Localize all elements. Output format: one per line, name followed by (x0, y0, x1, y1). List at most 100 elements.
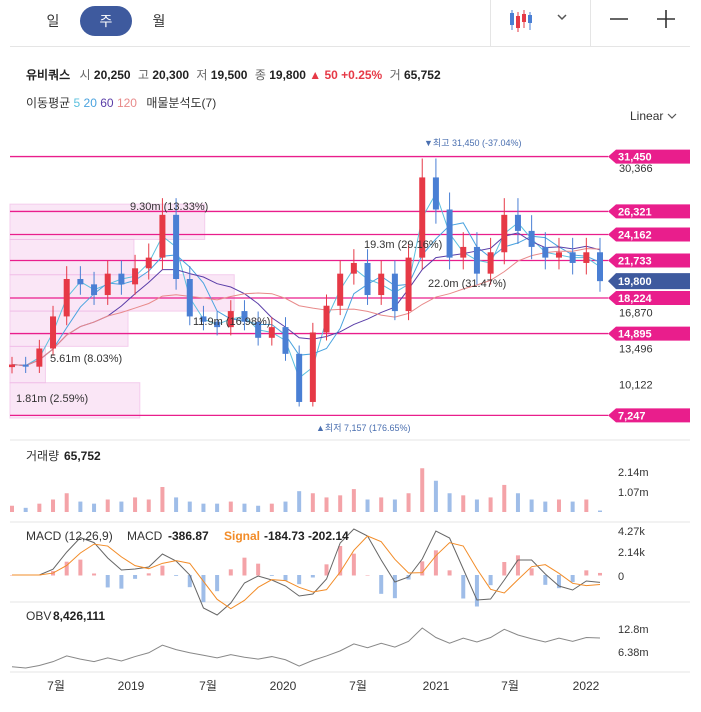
macd-histogram-bar (187, 575, 192, 588)
macd-histogram-bar (324, 564, 329, 576)
candle-body (419, 177, 426, 258)
price-tag (608, 253, 690, 268)
macd-histogram-bar (256, 563, 261, 576)
volume-bar (324, 497, 329, 512)
macd-histogram-bar (338, 546, 343, 576)
macd-histogram-bar (351, 553, 356, 576)
volume-bar (392, 499, 397, 512)
volume-bar (269, 503, 274, 512)
volume-profile-label: 5.61m (8.03%) (50, 353, 122, 365)
volume-bar (310, 493, 315, 512)
volume-bar (297, 491, 302, 512)
x-tick-label: 7월 (199, 679, 217, 693)
zoom-in-button[interactable] (648, 0, 688, 46)
volume-bar (51, 499, 56, 512)
volume-bar (433, 480, 438, 512)
macd-histogram-bar (174, 575, 179, 576)
macd-value: -386.87 (168, 529, 209, 543)
candle-body (173, 214, 180, 279)
volume-bar (10, 505, 14, 512)
x-tick-label: 2019 (118, 679, 145, 693)
volume-bar (215, 503, 220, 512)
low-marker: ▲최저 7,157 (176.65%) (316, 423, 411, 433)
price-tag-label: 31,450 (618, 152, 652, 164)
scale-label: Linear (630, 109, 664, 123)
signal-line (12, 535, 601, 610)
candle-body (104, 273, 111, 296)
macd-histogram-bar (379, 575, 384, 594)
price-tag-label: 14,895 (618, 329, 652, 341)
macd-name-label: MACD (127, 529, 163, 543)
volume-bar (584, 499, 589, 512)
x-tick-label: 7월 (47, 679, 65, 693)
candle-body (446, 209, 453, 258)
candle-body (63, 279, 70, 317)
volume-bar (119, 501, 124, 512)
price-tag (608, 408, 690, 423)
candle-body (378, 273, 385, 296)
ma-label[interactable]: 이동평균 (26, 96, 71, 110)
volume-profile-bar (9, 203, 206, 240)
candle-body (186, 279, 193, 317)
price-tag-label: 26,321 (618, 206, 652, 218)
ma120-label: 120 (116, 96, 137, 110)
change-value: ▲ 50 (309, 68, 338, 82)
candle-body (50, 316, 57, 349)
volume-bar (242, 503, 247, 512)
volume-bar (201, 503, 206, 512)
candle-body (501, 214, 508, 253)
tab-monthly[interactable]: 월 (152, 13, 166, 29)
y-tick-label: 30,366 (619, 163, 653, 175)
x-tick-label: 7월 (349, 679, 367, 693)
candle-body (597, 252, 603, 282)
candlestick-icon (510, 10, 567, 32)
candle-body (77, 279, 84, 285)
candle-body (214, 321, 221, 328)
open-label: 시 (79, 68, 91, 82)
volume-bar (379, 497, 384, 512)
volume-profile-label[interactable]: 매물분석도(7) (146, 96, 217, 110)
macd-histogram-bar (228, 569, 233, 576)
volume-tick: 2.14m (618, 467, 649, 479)
macd-histogram-bar (242, 557, 247, 576)
macd-line (12, 528, 601, 616)
candle-body (528, 230, 535, 247)
candle-body (227, 311, 234, 328)
y-tick-label: 10,122 (619, 380, 653, 392)
tab-weekly[interactable]: 주 (80, 6, 132, 36)
x-tick-label: 2021 (423, 679, 450, 693)
volume-bar (338, 495, 343, 512)
macd-histogram-bar (283, 575, 288, 581)
chevron-down-icon (557, 14, 567, 21)
volume-profile-bar (9, 238, 135, 276)
macd-histogram-bar (529, 568, 534, 576)
tab-daily[interactable]: 일 (46, 13, 60, 29)
price-tag-label: 21,733 (618, 255, 652, 267)
candle-body (323, 305, 330, 333)
volume-bar (406, 493, 411, 512)
volume-panel-label: 거래량 (26, 449, 59, 463)
volume-profile-label: 19.3m (29.16%) (364, 239, 442, 251)
scale-selector[interactable]: Linear (630, 109, 677, 123)
volume-profile-label: 1.81m (2.59%) (16, 393, 88, 405)
candle-body (132, 268, 139, 285)
macd-histogram-bar (119, 575, 124, 589)
zoom-out-button[interactable] (600, 0, 640, 46)
macd-histogram-bar (215, 575, 220, 592)
chevron-down-icon (667, 113, 677, 119)
macd-histogram-bar (160, 565, 165, 576)
macd-histogram-bar (105, 575, 110, 588)
obv-line (11, 627, 601, 669)
macd-histogram-bar (502, 562, 507, 576)
candle-body (432, 177, 439, 210)
volume-bar (37, 503, 42, 512)
toolbar-separator (590, 0, 591, 46)
chart-type-button[interactable] (500, 0, 580, 46)
candle-body (583, 252, 590, 263)
price-tag-label: 24,162 (618, 229, 652, 241)
volume-bar (174, 497, 179, 512)
volume-bar (365, 499, 370, 512)
volume-profile-label: 11.9m (16.98%) (193, 316, 270, 328)
macd-histogram-bar (556, 575, 561, 589)
